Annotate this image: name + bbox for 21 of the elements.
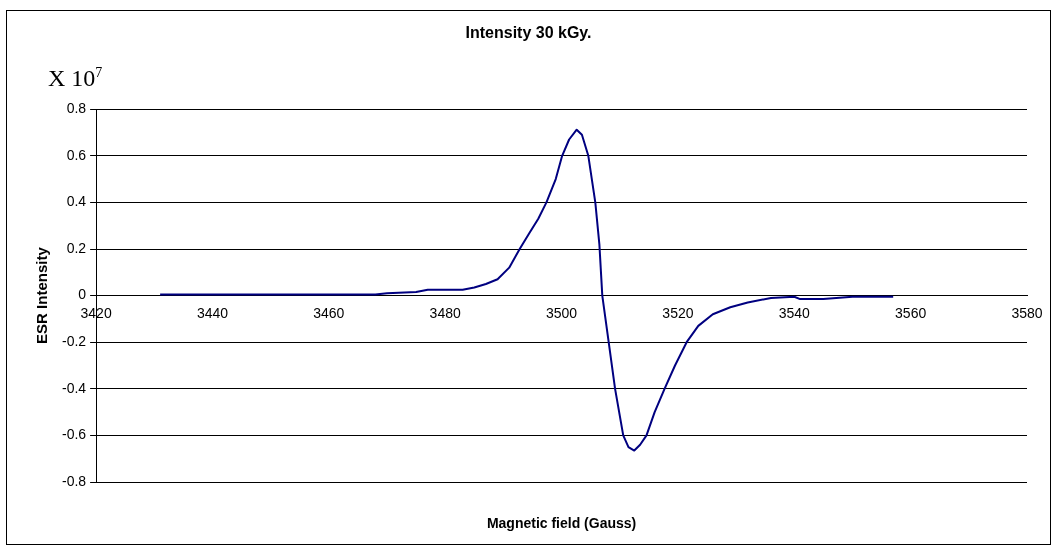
y-tick-label: 0 — [78, 286, 87, 303]
y-tick-label: -0.4 — [62, 379, 87, 396]
chart-title: Intensity 30 kGy. — [465, 24, 592, 42]
x-tick-label: 3480 — [429, 304, 461, 321]
x-tick-label: 3540 — [778, 304, 811, 321]
x-axis-title: Magnetic field (Gauss) — [486, 514, 637, 531]
x-tick-label: 3460 — [313, 304, 345, 321]
x-tick-label: 3580 — [1011, 304, 1043, 321]
x-tick-label: 3520 — [662, 304, 694, 321]
y-tick-label: 0.4 — [66, 193, 87, 210]
x-tick-label: 3560 — [895, 304, 927, 321]
y-axis-title: ESR Intensity — [33, 246, 51, 344]
x-tick-label: 3440 — [196, 304, 229, 321]
y-tick-label: -0.6 — [62, 426, 87, 443]
y-tick-label: -0.2 — [62, 333, 87, 350]
text: X 10$^{7}$ — [48, 65, 103, 91]
y-tick-label: 0.8 — [66, 100, 87, 117]
y-tick-label: -0.8 — [62, 472, 87, 489]
y-tick-label: 0.6 — [66, 146, 87, 163]
y-tick-label: 0.2 — [66, 239, 87, 256]
x-tick-label: 3500 — [545, 304, 578, 321]
